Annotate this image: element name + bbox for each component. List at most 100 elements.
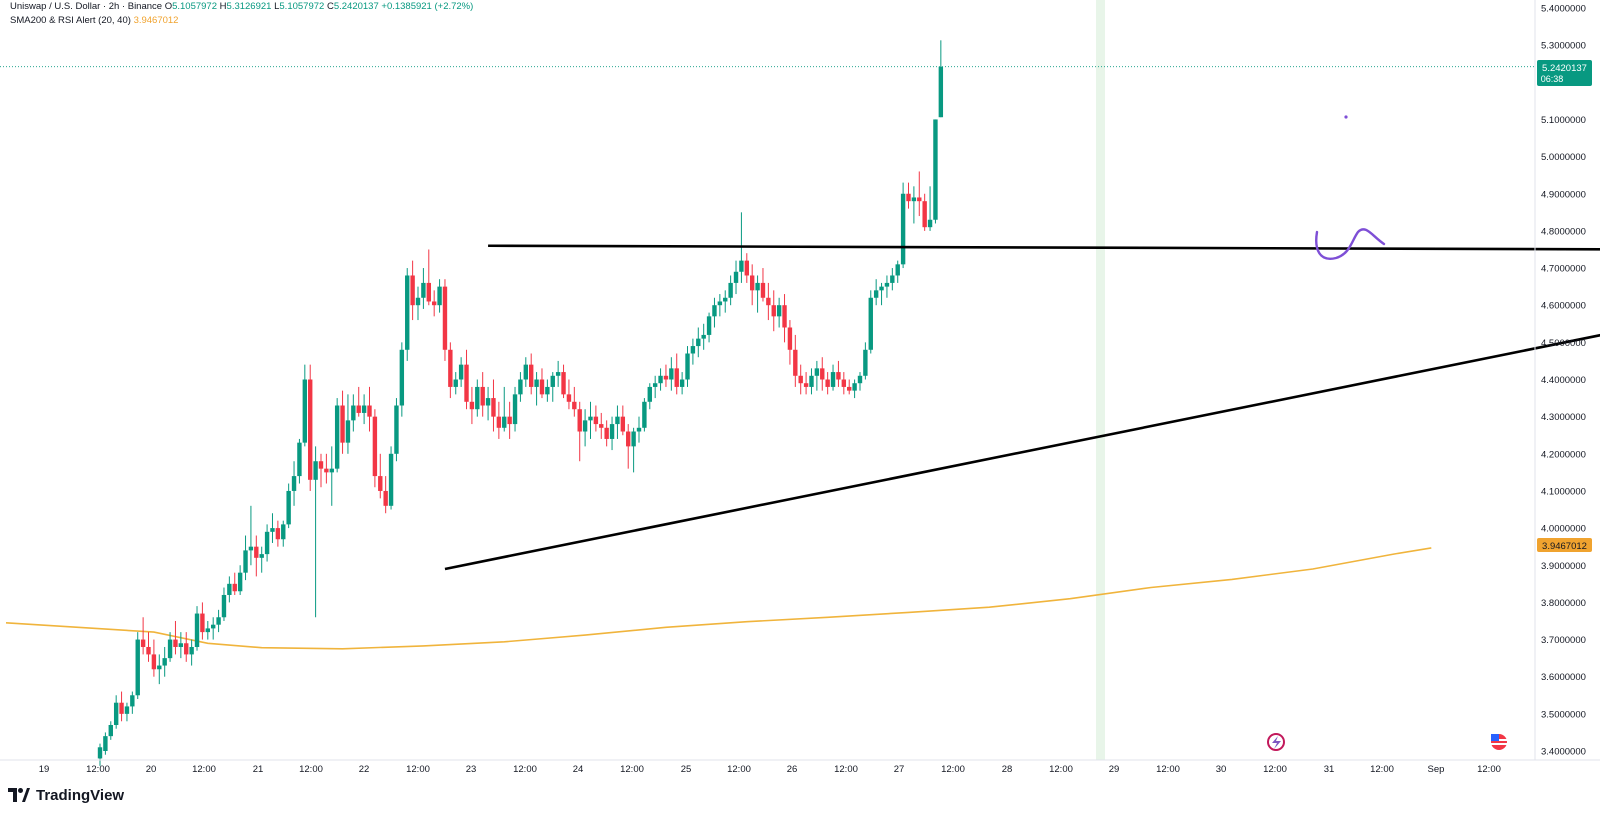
y-tick-label: 4.9000000 (1541, 189, 1586, 200)
candle (237, 565, 243, 595)
candle-body (173, 639, 178, 647)
candle-body (841, 379, 847, 387)
candle (776, 297, 782, 328)
candle-body (281, 524, 286, 540)
candle (706, 312, 712, 343)
candle-body (922, 201, 927, 228)
candle-body (372, 416, 378, 477)
candle (609, 416, 615, 451)
candle-body (496, 416, 502, 428)
candle (194, 606, 200, 651)
candle (836, 360, 841, 387)
x-tick-label: 19 (39, 764, 50, 775)
candle-body (356, 405, 361, 413)
candle-body (485, 398, 491, 406)
candle (189, 639, 194, 666)
candle (572, 386, 577, 417)
candle (523, 357, 529, 387)
candle-body (879, 286, 884, 291)
x-tick-label: 12:00 (1263, 764, 1287, 775)
candle (119, 691, 124, 722)
candle-body (523, 364, 529, 380)
candle-body (534, 379, 539, 387)
candle-body (820, 368, 825, 380)
candle (103, 732, 108, 755)
candle-body (911, 197, 917, 202)
candle (140, 617, 146, 655)
candle (873, 279, 879, 306)
candle-body (582, 420, 588, 432)
x-tick-label: 12:00 (1370, 764, 1394, 775)
candle (442, 279, 448, 361)
candle-body (900, 193, 906, 265)
candle (787, 320, 793, 365)
candle (453, 372, 458, 395)
candle-body (782, 305, 787, 328)
candle (297, 438, 302, 484)
candle-body (512, 394, 518, 425)
candle (582, 409, 588, 447)
x-tick-label: 12:00 (513, 764, 537, 775)
candle (830, 364, 836, 391)
candle-body (938, 66, 944, 118)
candle (717, 294, 723, 317)
candle (566, 379, 572, 410)
indicator-label[interactable]: SMA200 & RSI Alert (20, 40) (10, 15, 131, 26)
candle-body (933, 119, 938, 220)
candle (232, 572, 237, 595)
candle-body (248, 546, 254, 551)
candle (642, 398, 647, 432)
legend-indicator-row[interactable]: SMA200 & RSI Alert (20, 40) 3.9467012 (10, 14, 473, 28)
candle (760, 268, 766, 302)
candle-body (448, 349, 453, 387)
candle (820, 357, 825, 391)
candle (652, 375, 658, 399)
trendline-support[interactable] (444, 331, 1600, 571)
drawings-layer[interactable] (444, 115, 1600, 571)
candle-body (442, 286, 448, 350)
candle-body (103, 736, 108, 751)
candle (674, 353, 679, 395)
candle-body (884, 282, 890, 287)
candle-body (297, 442, 302, 477)
axes-layer: 5.40000005.30000005.20000005.10000005.00… (0, 0, 1600, 775)
candle-body (787, 327, 793, 350)
legend-close-label: C (326, 1, 334, 12)
candle (502, 386, 507, 432)
candle-body (744, 260, 749, 276)
y-tick-label: 3.4000000 (1541, 747, 1586, 758)
legend-open-label: O (164, 1, 173, 12)
candle-body (221, 594, 227, 618)
candle (631, 427, 636, 473)
dividend-icon[interactable] (1267, 733, 1285, 751)
candle (410, 260, 415, 321)
drawing-dot (1344, 115, 1348, 119)
candle-body (927, 219, 933, 228)
candle (895, 260, 900, 283)
x-tick-label: 28 (1002, 764, 1013, 775)
event-icons[interactable] (1267, 733, 1507, 751)
candle-body (604, 427, 609, 439)
trendline-resistance[interactable] (488, 244, 1600, 251)
candle-body (529, 364, 534, 387)
us-flag-icon[interactable] (1491, 734, 1507, 750)
candle (793, 334, 798, 387)
y-tick-label: 3.7000000 (1541, 635, 1586, 646)
candle-body (254, 546, 259, 558)
candle (922, 193, 927, 231)
candle (679, 372, 685, 395)
candle (620, 405, 626, 436)
legend-low-value: 5.1057972 (279, 1, 325, 12)
last-price-tag: 5.2420137 06:38 (1537, 60, 1592, 86)
candle-body (690, 346, 696, 354)
candle-body (658, 375, 663, 384)
candle-body (119, 702, 124, 714)
candle-body (210, 624, 216, 629)
x-tick-label: 12:00 (834, 764, 858, 775)
candle-body (97, 747, 103, 759)
drawing-retest-curve[interactable] (1315, 228, 1386, 260)
x-tick-label: 23 (466, 764, 477, 775)
tradingview-logo[interactable]: TradingView (8, 784, 124, 806)
candle-body (286, 490, 291, 525)
